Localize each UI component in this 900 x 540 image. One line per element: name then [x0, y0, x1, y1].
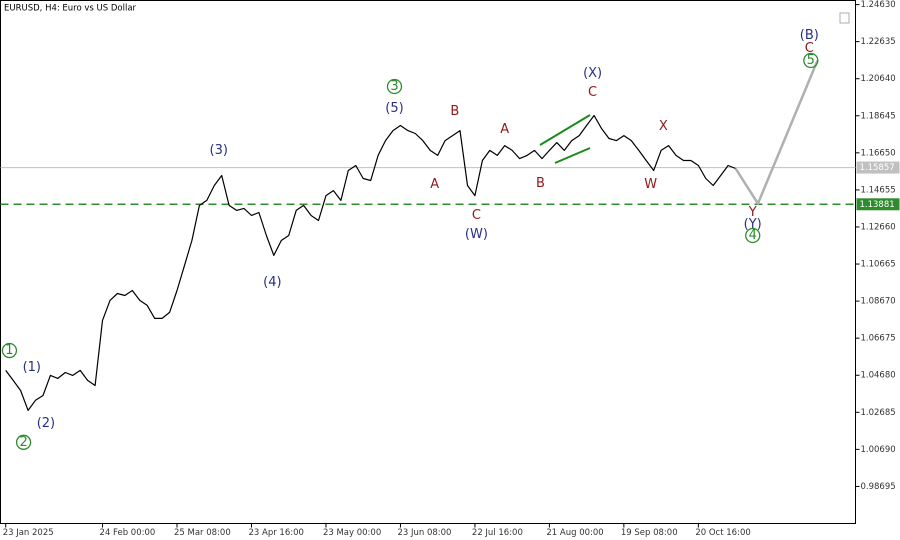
icon[interactable]: [839, 12, 850, 24]
wave-circle: [386, 78, 403, 95]
wedge-line: [554, 147, 591, 164]
wave-label: (X): [583, 66, 602, 81]
wave-label: W: [644, 177, 657, 192]
wave-circle: [1, 342, 18, 359]
y-tick-label: 1.22635: [861, 37, 896, 47]
x-tick-label: 23 May 00:00: [323, 528, 381, 538]
wave-label: C: [472, 208, 481, 223]
wave-label: 5: [807, 53, 815, 68]
y-tick-label: 1.00690: [861, 445, 896, 455]
wave-label: B: [536, 176, 545, 191]
y-tick-label: 1.18645: [861, 111, 896, 121]
wave-label: C: [588, 85, 597, 100]
y-tick-label: 1.10665: [861, 260, 896, 270]
wave-circle: [15, 434, 32, 450]
wave-label: 1: [5, 343, 13, 358]
wave-label: (B): [800, 28, 819, 43]
wave-label: (Y): [744, 217, 762, 232]
y-tick-label: 1.16650: [861, 148, 896, 158]
wave-label: Y: [748, 205, 757, 220]
wave-circle: [803, 52, 819, 69]
price-label-box: [856, 198, 900, 211]
wave-circle: [745, 227, 761, 244]
y-tick-label: 0.98695: [861, 482, 896, 492]
x-tick-label: 21 Aug 00:00: [546, 528, 603, 538]
x-tick-label: 20 Oct 16:00: [695, 528, 750, 538]
wave-label: C: [805, 41, 814, 56]
y-tick-label: 1.04680: [861, 371, 896, 381]
y-tick-label: 1.08670: [861, 297, 896, 307]
wave-label: (4): [263, 275, 281, 290]
x-tick-label: 25 Mar 08:00: [174, 528, 231, 538]
x-tick-label: 19 Sep 08:00: [621, 528, 678, 538]
forecast-line: [734, 60, 819, 205]
price-label-box: [856, 161, 900, 174]
chart-title: EURUSD, H4: Euro vs US Dollar: [4, 4, 137, 14]
wave-label: (W): [465, 227, 488, 242]
x-tick-label: 22 Jul 16:00: [472, 528, 523, 538]
price-line-series: [5, 114, 736, 411]
price-label: 1.15857: [860, 163, 895, 173]
wedge-line: [539, 114, 591, 146]
x-tick-label: 23 Jun 08:00: [397, 528, 451, 538]
wave-label: B: [450, 104, 459, 119]
y-tick-label: 1.20640: [861, 74, 896, 84]
wave-label: X: [659, 119, 668, 134]
wave-label: A: [430, 177, 439, 192]
y-tick-label: 1.02685: [861, 408, 896, 418]
wave-label: (1): [23, 360, 41, 375]
wave-label: (5): [385, 101, 403, 116]
plot-frame: [0, 0, 856, 524]
wave-label: 2: [19, 435, 27, 450]
wave-label: 3: [390, 79, 398, 94]
y-tick-label: 1.14655: [861, 185, 896, 195]
x-tick-label: 23 Jan 2025: [3, 528, 54, 538]
wave-label: A: [500, 122, 509, 137]
price-label: 1.13881: [860, 200, 895, 210]
wave-label: 4: [749, 228, 757, 243]
x-tick-label: 23 Apr 16:00: [248, 528, 303, 538]
x-tick-label: 24 Feb 00:00: [100, 528, 156, 538]
wave-label: (3): [210, 143, 228, 158]
y-tick-label: 1.12660: [861, 222, 896, 232]
y-tick-label: 1.24630: [861, 0, 896, 10]
wave-label: (2): [37, 416, 55, 431]
y-tick-label: 1.06675: [861, 334, 896, 344]
